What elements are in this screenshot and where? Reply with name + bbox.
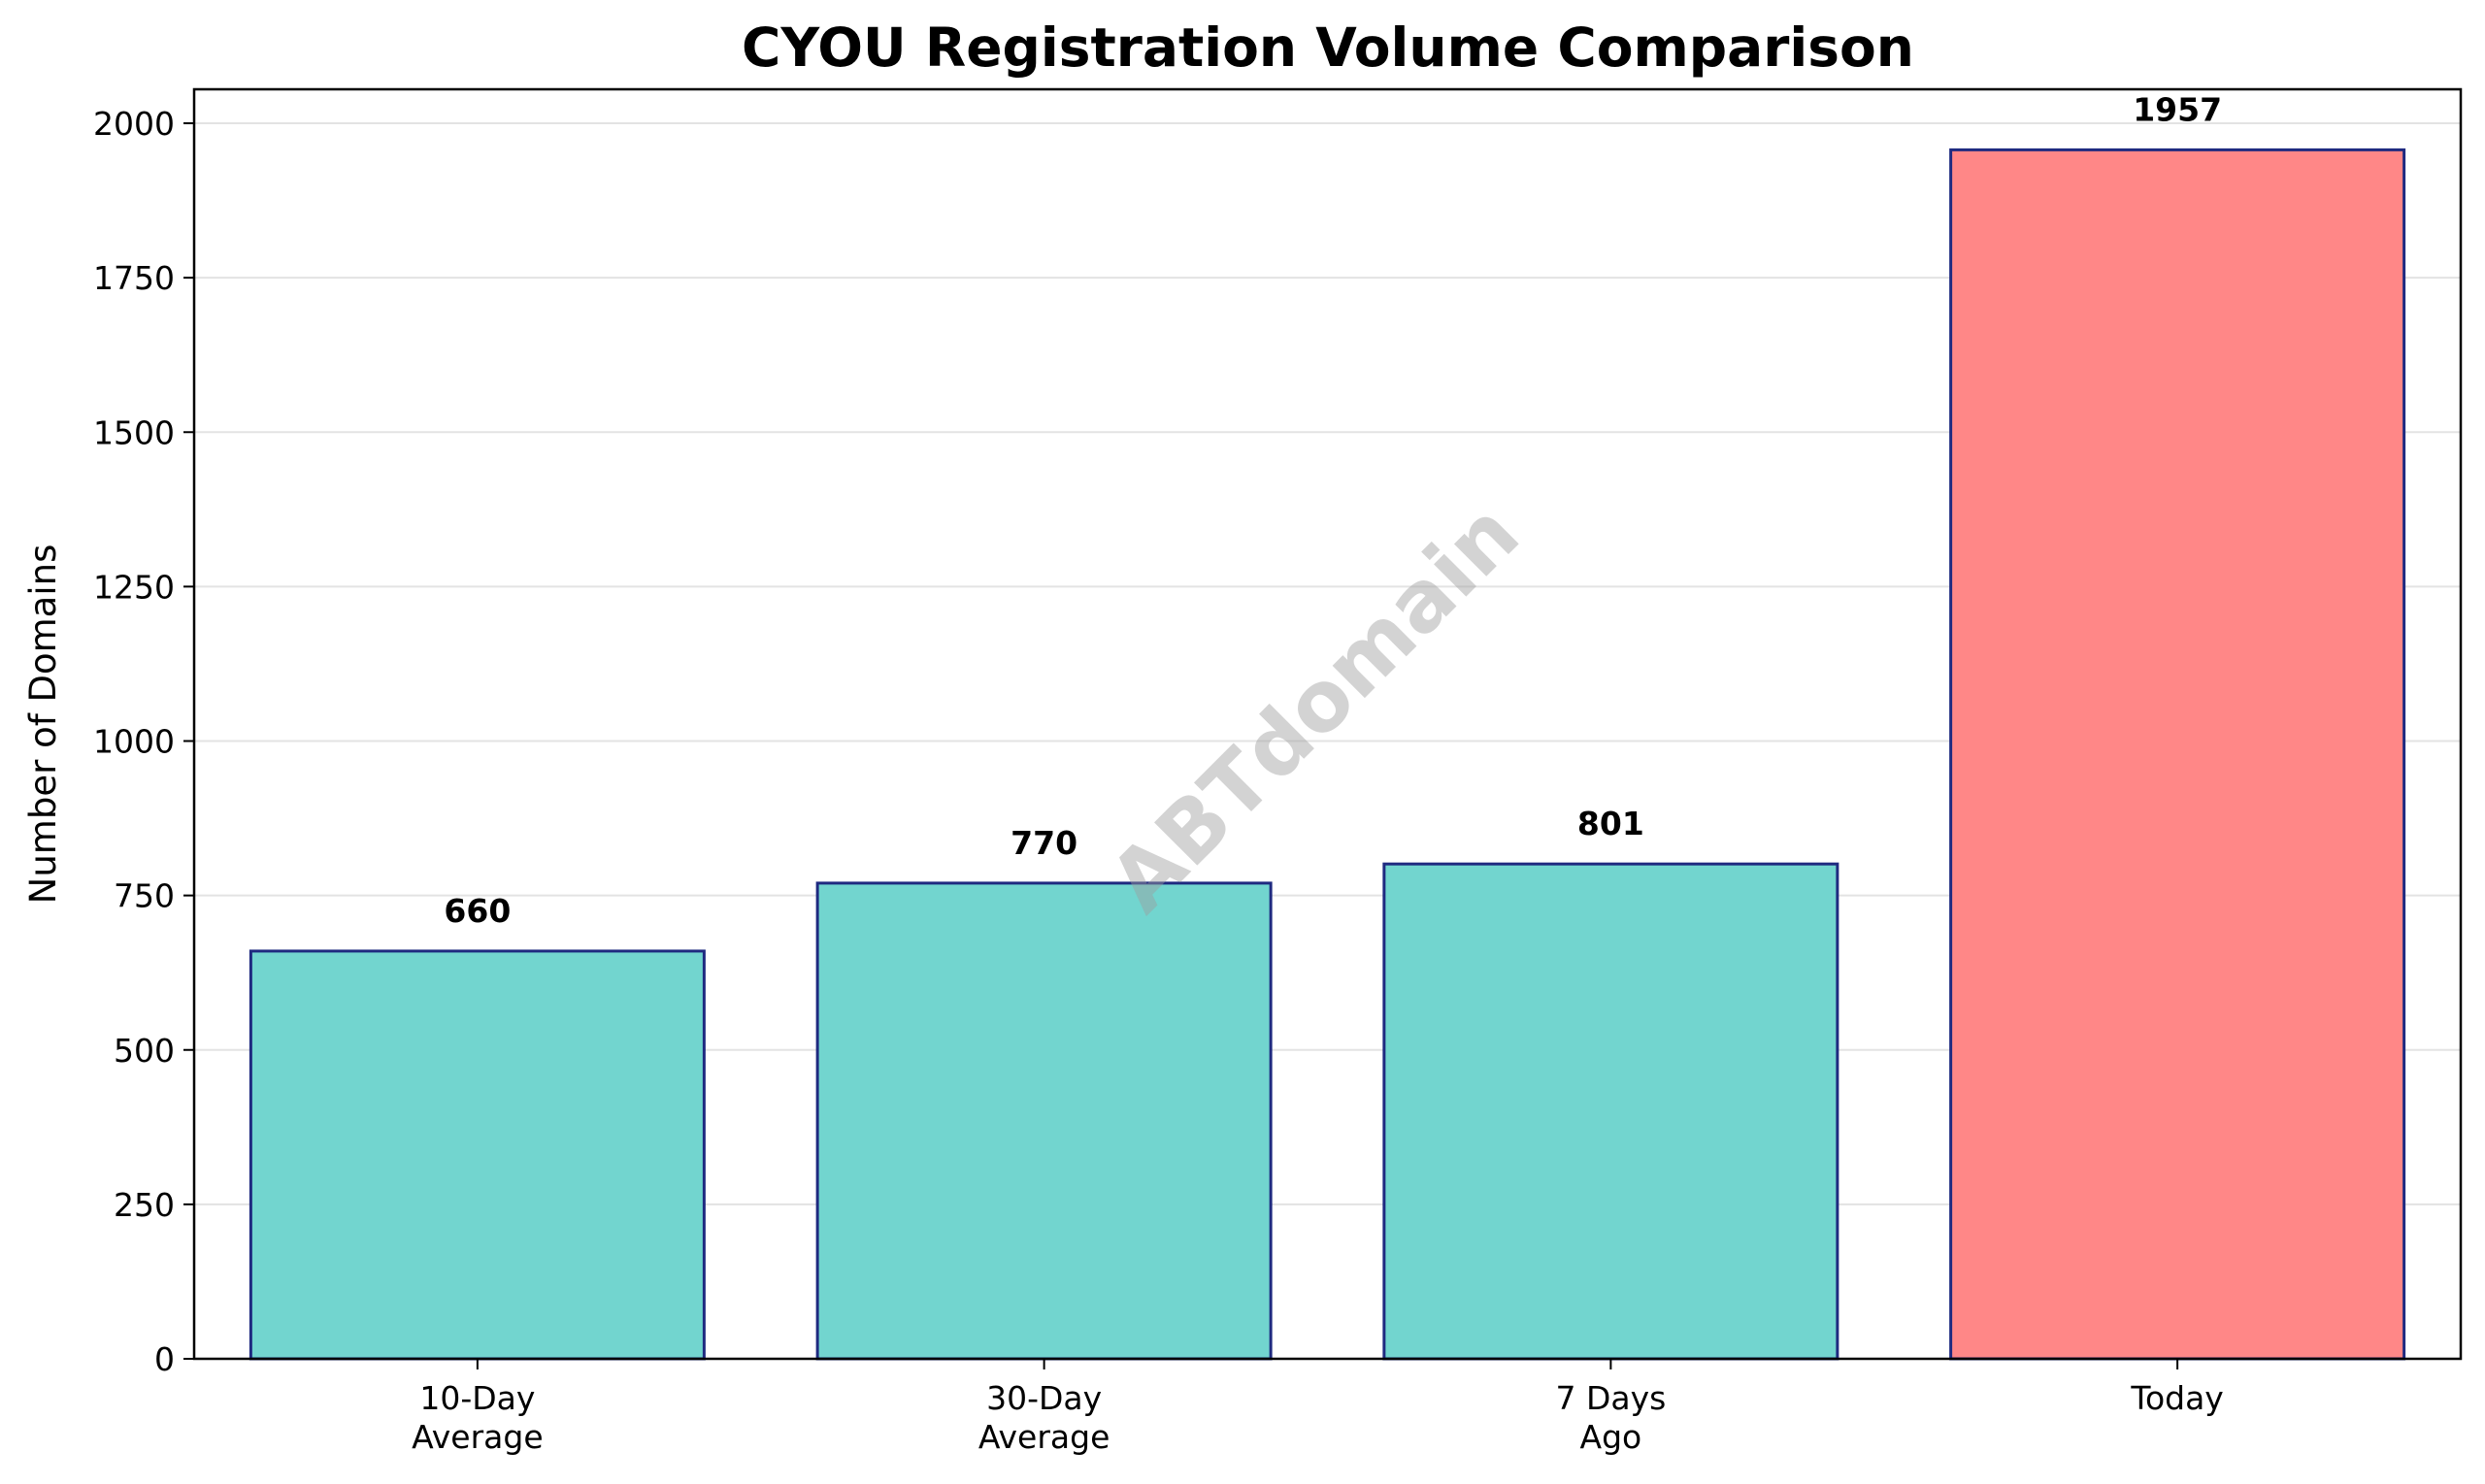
chart-title: CYOU Registration Volume Comparison	[742, 16, 1914, 79]
bar-1	[815, 881, 1273, 1361]
bar-3	[1949, 148, 2406, 1361]
y-axis-ticks: 0 250 500 750 1000 1250 1500 1750 2000	[93, 105, 194, 1378]
data-label-1: 770	[1011, 824, 1077, 862]
data-labels: 660 770 801 1957	[444, 90, 2222, 930]
bars	[248, 148, 2406, 1361]
y-tick-label-7: 1750	[93, 259, 175, 297]
plot-frame	[192, 87, 2463, 1361]
y-tick-label-6: 1500	[93, 413, 175, 451]
x-tick-label-0: 10-Day Average	[412, 1379, 544, 1456]
y-tick-label-1: 250	[114, 1186, 175, 1224]
y-tick-label-0: 0	[154, 1340, 175, 1378]
bar-0	[248, 949, 706, 1361]
y-tick-label-8: 2000	[93, 105, 175, 143]
x-tick-label-3: Today	[2130, 1379, 2223, 1417]
y-tick-label-4: 1000	[93, 723, 175, 761]
y-tick-label-5: 1250	[93, 568, 175, 606]
x-tick-label-1: 30-Day Average	[978, 1379, 1110, 1456]
bar-2	[1382, 862, 1839, 1361]
x-tick-label-2: 7 Days Ago	[1555, 1379, 1666, 1456]
y-tick-label-2: 500	[114, 1032, 175, 1070]
data-label-0: 660	[444, 892, 511, 930]
y-tick-label-3: 750	[114, 877, 175, 915]
x-axis-ticks: 10-Day Average 30-Day Average 7 Days Ago Today	[412, 1359, 2224, 1456]
data-label-3: 1957	[2133, 90, 2222, 128]
y-axis-label: Number of Domains	[22, 544, 64, 905]
data-label-2: 801	[1577, 805, 1644, 842]
